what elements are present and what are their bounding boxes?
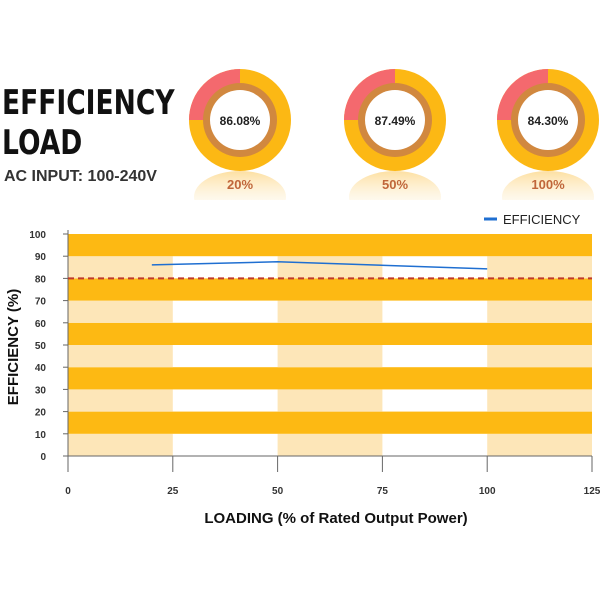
band-light	[68, 256, 173, 279]
donut-reflection	[502, 171, 594, 200]
donut-value-label: 87.49%	[375, 114, 416, 128]
band-dark	[68, 322, 592, 345]
donut-center	[518, 90, 578, 150]
x-tick-label: 25	[167, 486, 179, 497]
band-dark	[68, 234, 592, 257]
band-dark	[68, 411, 592, 434]
band-light	[487, 345, 592, 368]
band-dark	[68, 278, 592, 301]
y-tick-label: 30	[35, 385, 47, 396]
band-light	[487, 256, 592, 279]
band-light	[277, 300, 383, 323]
background-bands	[68, 234, 592, 456]
x-tick-label: 125	[584, 486, 600, 497]
x-tick-label: 100	[479, 486, 496, 497]
title-line-2: LOAD	[2, 123, 83, 163]
subtitle: AC INPUT: 100-240V	[4, 168, 157, 185]
band-light	[487, 300, 592, 323]
band-light	[68, 389, 173, 412]
y-tick-label: 60	[35, 319, 47, 330]
y-tick-label: 10	[35, 430, 47, 441]
x-tick-label: 0	[65, 486, 71, 497]
donut-load-label: 20%	[227, 177, 253, 192]
donut-center	[210, 90, 270, 150]
donut-charts: 86.08% 20% 87.49% 50% 84.30% 100%	[189, 69, 599, 200]
y-axis-label: EFFICIENCY (%)	[5, 289, 22, 405]
donut-load-label: 50%	[382, 177, 408, 192]
donut-value-label: 84.30%	[528, 114, 569, 128]
donut-1: 87.49% 50%	[344, 69, 446, 200]
y-tick-label: 20	[35, 408, 47, 419]
band-light	[68, 433, 173, 456]
y-tick-label: 100	[29, 230, 46, 241]
band-light	[68, 345, 173, 368]
donut-center	[365, 90, 425, 150]
donut-reflection	[349, 171, 441, 200]
band-light	[277, 433, 383, 456]
band-light	[487, 433, 592, 456]
band-light	[487, 389, 592, 412]
y-tick-label: 50	[35, 341, 47, 352]
legend-label: EFFICIENCY	[503, 212, 581, 227]
donut-0: 86.08% 20%	[189, 69, 291, 200]
donut-load-label: 100%	[531, 177, 565, 192]
series-line-efficiency	[151, 261, 488, 270]
donut-reflection	[194, 171, 286, 200]
band-light	[277, 345, 383, 368]
donut-2: 84.30% 100%	[497, 69, 599, 200]
x-tick-label: 75	[377, 486, 389, 497]
y-tick-label: 40	[35, 363, 47, 374]
band-light	[68, 300, 173, 323]
band-light	[277, 389, 383, 412]
title-line-1: EFFICIENCY	[2, 83, 175, 123]
y-tick-label: 90	[35, 252, 47, 263]
donut-value-label: 86.08%	[220, 114, 261, 128]
band-light	[277, 256, 383, 279]
band-dark	[68, 367, 592, 390]
x-axis-label: LOADING (% of Rated Output Power)	[204, 510, 467, 527]
y-tick-label: 70	[35, 297, 47, 308]
x-tick-label: 50	[272, 486, 284, 497]
y-tick-label: 0	[40, 452, 46, 463]
y-tick-label: 80	[35, 274, 47, 285]
